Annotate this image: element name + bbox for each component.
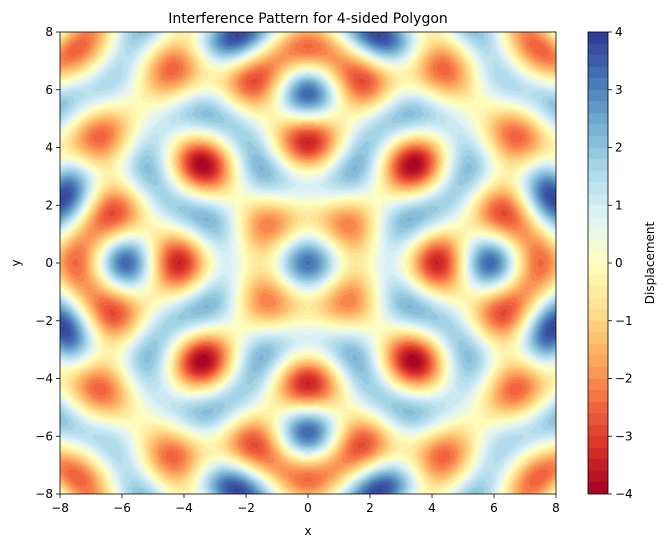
colorbar-tick-label: −2 bbox=[615, 372, 633, 386]
colorbar-axis: −4 −3 −2 −1 0 1 2 3 4 bbox=[608, 25, 633, 501]
y-axis-label: y bbox=[9, 259, 23, 266]
y-tick-label: 2 bbox=[45, 198, 53, 212]
x-tick-label: 6 bbox=[490, 501, 498, 515]
y-tick-label: −2 bbox=[35, 314, 53, 328]
colorbar-tick-label: 1 bbox=[615, 198, 623, 212]
y-tick-label: −8 bbox=[35, 487, 53, 501]
colorbar-tick-label: −3 bbox=[615, 429, 633, 443]
y-tick-label: 6 bbox=[45, 83, 53, 97]
x-tick-label: 8 bbox=[552, 501, 560, 515]
colorbar-tick-label: 2 bbox=[615, 141, 623, 155]
x-axis-label: x bbox=[304, 524, 311, 538]
x-tick-label: −2 bbox=[237, 501, 255, 515]
x-tick-label: 4 bbox=[428, 501, 436, 515]
x-axis: −8 −6 −4 −2 0 2 4 6 8 bbox=[51, 494, 560, 515]
x-tick-label: −8 bbox=[51, 501, 69, 515]
heatmap-plot bbox=[60, 32, 556, 494]
chart-title: Interference Pattern for 4-sided Polygon bbox=[168, 11, 448, 27]
x-tick-label: 0 bbox=[304, 501, 312, 515]
colorbar-gradient bbox=[588, 32, 608, 494]
y-tick-label: 8 bbox=[45, 25, 53, 39]
colorbar-label: Displacement bbox=[643, 221, 657, 304]
colorbar-tick-label: 0 bbox=[615, 256, 623, 270]
plot-frame bbox=[59, 31, 557, 495]
y-tick-label: 0 bbox=[45, 256, 53, 270]
x-tick-label: −4 bbox=[175, 501, 193, 515]
colorbar-tick-label: −4 bbox=[615, 487, 633, 501]
colorbar-tick-label: 3 bbox=[615, 83, 623, 97]
y-tick-label: −4 bbox=[35, 372, 53, 386]
colorbar-tick-label: −1 bbox=[615, 314, 633, 328]
x-tick-label: −6 bbox=[113, 501, 131, 515]
y-tick-label: 4 bbox=[45, 141, 53, 155]
colorbar-tick-label: 4 bbox=[615, 25, 623, 39]
colorbar-frame bbox=[587, 31, 609, 495]
x-tick-label: 2 bbox=[366, 501, 374, 515]
y-axis: −8 −6 −4 −2 0 2 4 6 8 bbox=[35, 25, 60, 501]
y-tick-label: −6 bbox=[35, 429, 53, 443]
